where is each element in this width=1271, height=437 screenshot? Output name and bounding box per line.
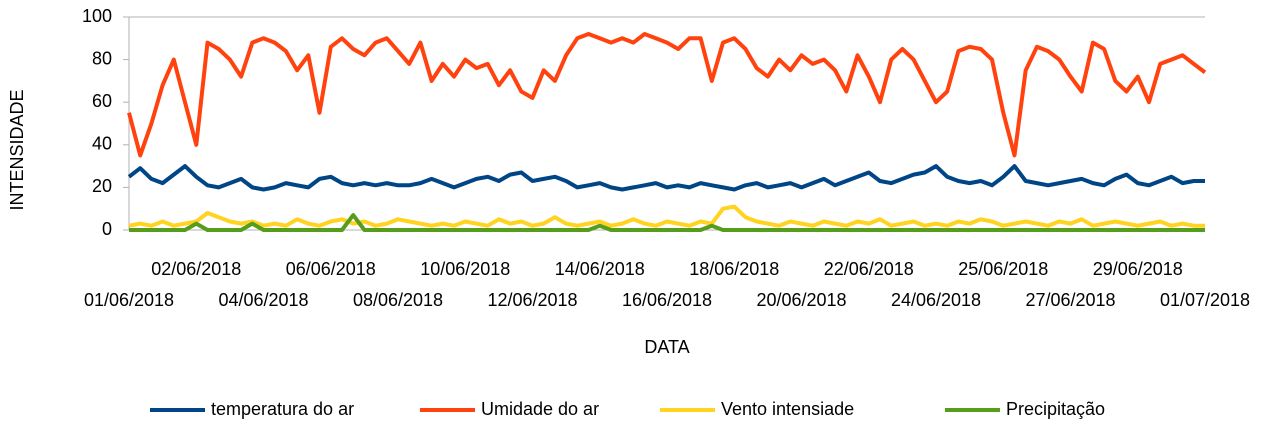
legend-label: temperatura do ar [211, 399, 354, 419]
legend-label: Umidade do ar [481, 399, 599, 419]
y-axis-label: INTENSIDADE [7, 89, 27, 210]
x-tick-label: 12/06/2018 [487, 290, 577, 310]
x-tick-label: 16/06/2018 [622, 290, 712, 310]
x-tick-label: 29/06/2018 [1093, 259, 1183, 279]
x-tick-label: 24/06/2018 [891, 290, 981, 310]
x-tick-label: 02/06/2018 [151, 259, 241, 279]
series-line [127, 32, 1207, 158]
y-tick-label: 0 [102, 219, 112, 239]
y-tick-label: 80 [92, 48, 112, 68]
y-tick-label: 100 [82, 6, 112, 26]
x-tick-label: 27/06/2018 [1025, 290, 1115, 310]
legend-label: Precipitação [1006, 399, 1105, 419]
y-tick-label: 60 [92, 91, 112, 111]
y-tick-label: 20 [92, 176, 112, 196]
x-tick-label: 08/06/2018 [353, 290, 443, 310]
y-tick-label: 40 [92, 134, 112, 154]
x-tick-label: 10/06/2018 [420, 259, 510, 279]
series-line [127, 164, 1205, 192]
x-tick-label: 18/06/2018 [689, 259, 779, 279]
x-tick-label: 20/06/2018 [756, 290, 846, 310]
x-tick-label: 04/06/2018 [218, 290, 308, 310]
x-axis-label: DATA [644, 337, 689, 357]
x-tick-label: 01/07/2018 [1160, 290, 1250, 310]
x-tick-label: 06/06/2018 [286, 259, 376, 279]
x-tick-label: 22/06/2018 [824, 259, 914, 279]
series-line [128, 204, 1205, 228]
legend-label: Vento intensiade [721, 399, 854, 419]
series-line [129, 213, 1205, 232]
x-tick-label: 25/06/2018 [958, 259, 1048, 279]
x-tick-label: 01/06/2018 [84, 290, 174, 310]
x-tick-label: 14/06/2018 [555, 259, 645, 279]
